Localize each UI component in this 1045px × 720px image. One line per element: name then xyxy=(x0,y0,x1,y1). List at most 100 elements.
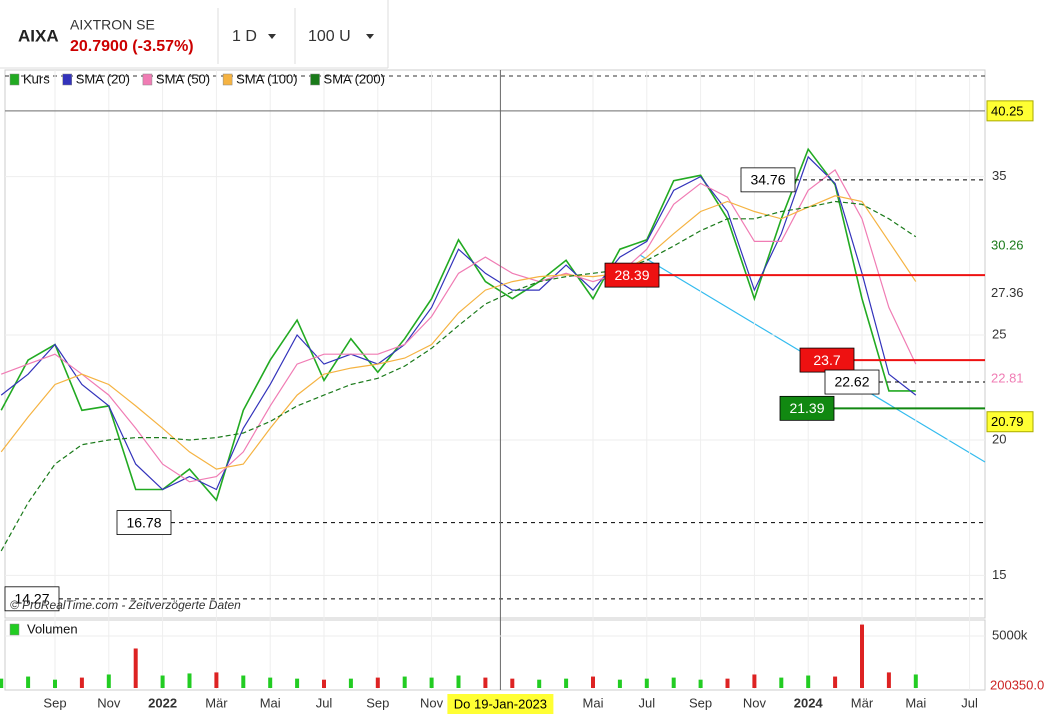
x-tick-label: Nov xyxy=(420,695,444,710)
legend-swatch xyxy=(142,73,153,86)
volume-bar xyxy=(779,677,784,688)
price-label: 27.36 xyxy=(991,285,1024,300)
price-panel xyxy=(4,69,986,619)
x-tick-label: Nov xyxy=(743,695,767,710)
x-tick-label: Sep xyxy=(689,695,712,710)
legend-swatch xyxy=(9,73,20,86)
volume-bar xyxy=(295,678,300,688)
x-tick-label: Nov xyxy=(97,695,121,710)
volume-bar xyxy=(402,676,407,688)
volume-bar xyxy=(591,676,595,688)
volume-panel xyxy=(4,619,986,691)
legend-label: SMA (50) xyxy=(156,71,210,86)
legend-swatch xyxy=(222,73,233,86)
level-box xyxy=(799,347,855,373)
quote: 20.7900 (-3.57%) xyxy=(70,38,194,55)
level-box xyxy=(779,395,835,421)
y-tick-label: 25 xyxy=(992,326,1006,341)
cursor-label: Do 19-Jan-2023 xyxy=(454,696,547,711)
y-tick-label: 15 xyxy=(992,567,1006,582)
level-box xyxy=(604,262,660,288)
legend-label: SMA (20) xyxy=(76,71,130,86)
price-label: 30.26 xyxy=(991,238,1024,253)
price-label: 22.81 xyxy=(991,371,1024,386)
y-tick-label: 35 xyxy=(992,168,1006,183)
volume-bar xyxy=(752,674,757,688)
legend-label: Kurs xyxy=(23,71,50,86)
level-label: 14.27 xyxy=(14,591,49,607)
volume-bar xyxy=(214,672,219,688)
volume-bar xyxy=(806,675,811,688)
y-tick-label: 5000k xyxy=(992,627,1028,642)
interval[interactable]: 1 D xyxy=(232,28,257,45)
level-label: 16.78 xyxy=(126,514,161,530)
units-dropdown[interactable]: 100 U xyxy=(308,28,374,45)
volume-bar xyxy=(268,677,273,688)
volume-bar xyxy=(133,648,138,688)
x-tick-label: Jul xyxy=(638,695,655,710)
level-label: 23.7 xyxy=(813,352,840,368)
volume-bar xyxy=(456,675,461,688)
x-tick-label: Jul xyxy=(961,695,978,710)
volume-bar xyxy=(483,677,488,688)
y-tick-label: 20 xyxy=(992,431,1006,446)
volume-bar xyxy=(79,677,84,688)
volume-bar xyxy=(860,624,864,688)
x-tick-label: 2024 xyxy=(794,695,824,710)
volume-bar xyxy=(698,679,703,688)
x-tick-label: Mai xyxy=(260,695,281,710)
volume-bar xyxy=(564,678,569,688)
cursor-box xyxy=(447,694,554,714)
sma-line xyxy=(0,169,917,483)
x-tick-label: Jul xyxy=(316,695,333,710)
company-name: AIXTRON SE xyxy=(70,17,155,33)
legend-swatch xyxy=(310,73,320,86)
volume-bar xyxy=(537,679,542,688)
units[interactable]: 100 U xyxy=(308,28,351,45)
sma-line xyxy=(0,200,917,552)
volume-bar xyxy=(644,678,649,688)
dropdown-arrow xyxy=(268,34,276,39)
volume-bar xyxy=(671,677,676,688)
price-label: 20.79 xyxy=(991,414,1024,429)
volume-last-label: 200350.0 xyxy=(990,677,1044,692)
volume-bar xyxy=(886,672,891,688)
volume-bar xyxy=(429,677,434,688)
x-tick-label: Mär xyxy=(851,695,874,710)
legend-swatch xyxy=(9,623,20,636)
volume-bar xyxy=(375,677,380,688)
header: AIXA AIXTRON SE 20.7900 (-3.57%) 1 D 100… xyxy=(0,0,389,69)
interval-dropdown[interactable]: 1 D xyxy=(232,28,276,45)
x-tick-label: Mär xyxy=(205,695,228,710)
level-label: 34.76 xyxy=(750,172,785,188)
level-label: 21.39 xyxy=(789,400,824,416)
x-tick-label: Sep xyxy=(43,695,66,710)
sma-line xyxy=(0,155,917,491)
volume-bar xyxy=(53,679,57,688)
price-label: 40.25 xyxy=(991,103,1024,118)
legend-label: Volumen xyxy=(27,621,78,636)
level-box xyxy=(116,510,172,535)
volume-bar xyxy=(322,679,326,688)
level-box xyxy=(740,167,796,193)
x-tick-label: Sep xyxy=(366,695,389,710)
volume-bar xyxy=(833,676,838,688)
legend-swatch xyxy=(62,73,72,86)
legend-label: SMA (200) xyxy=(324,71,385,86)
volume-bar xyxy=(187,673,192,688)
volume-bar xyxy=(106,674,111,688)
volume-bar xyxy=(26,676,31,688)
x-tick-label: Mai xyxy=(583,695,604,710)
volume-bar xyxy=(913,674,918,688)
level-label: 22.62 xyxy=(834,374,869,390)
dropdown-arrow xyxy=(366,34,374,39)
x-tick-label: Mai xyxy=(905,695,926,710)
price-label-box xyxy=(986,411,1034,433)
symbol: AIXA xyxy=(18,26,59,45)
x-tick-label: 2022 xyxy=(148,695,177,710)
volume-bar xyxy=(0,678,4,688)
volume-bar xyxy=(510,678,515,688)
volume-bar xyxy=(160,675,165,688)
